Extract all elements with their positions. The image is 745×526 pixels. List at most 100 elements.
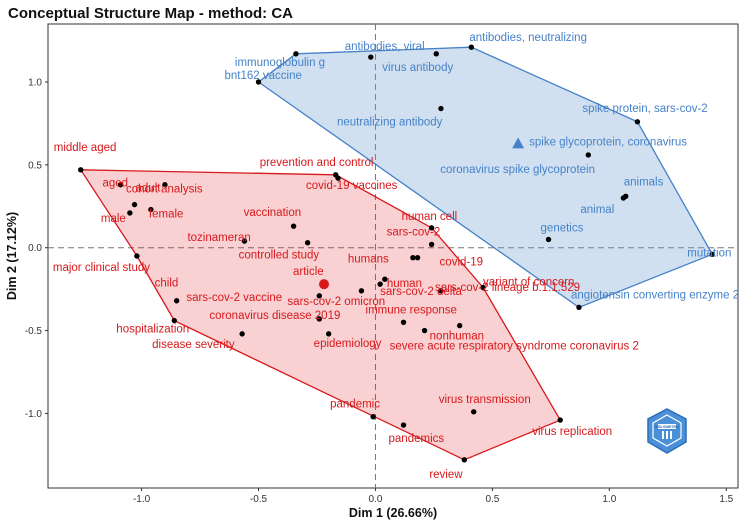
y-tick-label: -0.5 [25,326,43,337]
point-label: immune response [366,304,457,316]
data-point [171,317,178,324]
point-label: bnt162 vaccine [225,70,302,82]
point-label: prevention and control [260,157,374,169]
point-label: spike glycoprotein, coronavirus [529,136,687,148]
data-points [78,44,715,463]
data-point [335,175,341,181]
y-axis-label: Dim 2 (17.12%) [5,212,19,300]
data-point [78,167,84,173]
data-point [370,414,376,420]
data-point [634,119,641,125]
point-label: covid-19 vaccines [306,180,398,192]
data-point [368,54,374,60]
data-point [545,236,552,243]
point-label: human [387,278,422,290]
x-tick-label: 0.0 [369,494,383,505]
y-tick-label: 0.0 [28,243,42,254]
data-point [358,288,365,294]
point-label: spike protein, sars-cov-2 [582,103,707,115]
x-tick-label: -1.0 [133,494,151,505]
point-label: virus replication [532,426,612,438]
data-point [557,417,563,423]
point-label: tozinameran [187,232,250,244]
point-label: sars-cov-2 lineage b.1.1.529 [435,282,580,294]
data-point [382,276,388,282]
point-label: virus antibody [382,62,453,74]
data-point [620,195,627,201]
point-label: article [293,266,324,278]
x-axis-label: Dim 1 (26.66%) [349,506,437,520]
plot-panel [47,23,739,489]
data-point [470,409,477,415]
x-tick-label: 0.5 [485,494,499,505]
point-label: human cell [402,211,458,223]
point-label: coronavirus spike glycoprotein [440,164,595,176]
point-label: child [155,278,179,290]
data-point [433,51,439,57]
point-label: review [429,469,463,481]
centroid-marker [512,137,525,149]
data-point [148,206,154,213]
data-point [410,254,416,261]
reference-lines [48,24,738,488]
point-label: humans [348,254,389,266]
data-point [480,284,486,291]
bibliometrix-logo: BIBLIOMETRIX [647,408,687,454]
logo-bar-icon [670,431,672,439]
data-point [400,319,407,325]
logo-banner-icon [658,424,676,429]
data-point [255,79,262,85]
point-label: cohort analysis [126,184,203,196]
point-label: hospitalization [116,324,189,336]
point-label: nonhuman [430,331,484,343]
y-tick-label: -1.0 [25,409,43,420]
point-label: severe acute respiratory syndrome corona… [390,341,639,353]
data-point [134,253,140,259]
data-point [576,304,582,311]
point-label: angiotensin converting enzyme 2 [571,289,739,301]
data-point [304,240,311,246]
logo-inner-hexagon-icon [652,414,682,447]
y-tick-label: 1.0 [28,78,42,89]
point-label: immunoglobulin g [235,57,325,69]
logo-bar-icon [662,431,664,439]
logo-bar-icon [666,431,668,439]
data-point [316,316,323,322]
point-label: sars-cov-2 [387,226,441,238]
data-point [461,457,468,463]
data-point [293,51,299,57]
axis-ticks: -1.0 -0.5 0.0 0.5 1.0 1.5 -1.0 -0.5 0.0 0.5 1.0 [25,78,734,506]
point-label: pandemic [330,399,380,411]
data-point [131,201,138,208]
point-label: coronavirus disease 2019 [209,310,340,322]
point-label: virus transmission [439,394,531,406]
point-label: mutation [687,247,731,259]
point-label: controlled study [239,250,320,262]
data-point [709,251,715,258]
data-point [428,225,435,231]
point-label: vaccination [244,207,302,219]
data-point [456,322,463,329]
point-label: antibodies, neutralizing [469,32,587,44]
x-tick-label: 1.0 [602,494,616,505]
data-point [316,293,323,299]
data-point [117,182,124,188]
data-point [428,241,435,248]
data-point [325,331,332,337]
point-label: female [149,209,184,221]
cluster-centroids [319,137,525,290]
point-label: animals [624,176,664,188]
point-label: adult [136,183,162,195]
x-tick-label: -0.5 [250,494,268,505]
logo-text: BIBLIOMETRIX [655,425,680,429]
data-point [290,223,297,229]
point-label: genetics [541,222,584,234]
point-label: sars-cov-2 delta [380,286,462,298]
chart-title: Conceptual Structure Map - method: CA [8,5,293,22]
data-point [377,281,383,287]
point-label: epidemiology [314,338,382,350]
data-point [173,298,180,304]
point-label: aged [103,178,129,190]
